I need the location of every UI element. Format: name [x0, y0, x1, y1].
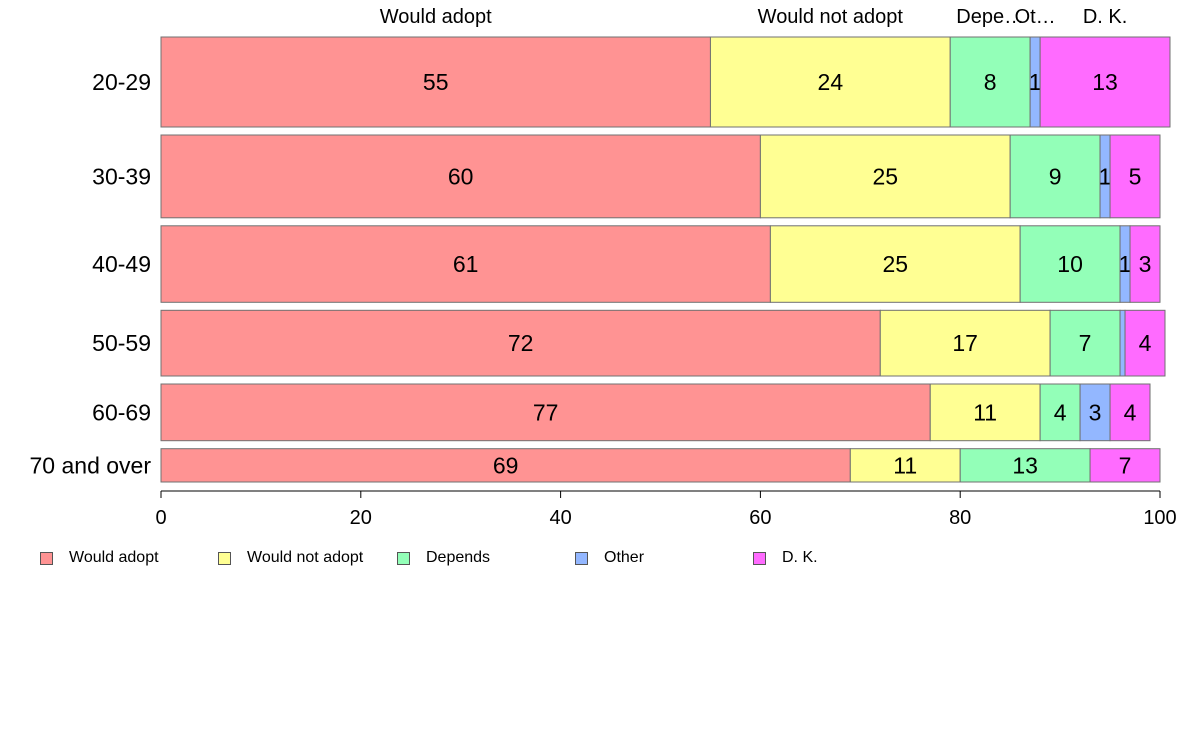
bar-70-and-over-depends — [959, 448, 1091, 483]
x-tick-label: 40 — [549, 507, 571, 529]
legend-item-other: Other — [575, 548, 644, 568]
bar-40-49-d-k — [1129, 225, 1161, 303]
data-label: 8 — [984, 69, 997, 95]
bar-50-59-depends — [1049, 309, 1121, 377]
legend-label: D. K. — [782, 549, 818, 566]
top-category-labels: Would adopt Would not adopt Depe…Ot… D. K. — [380, 6, 1128, 28]
legend-label: Depends — [426, 549, 491, 566]
x-tick-label: 20 — [350, 507, 372, 529]
top-label-other: Ot… — [1015, 6, 1056, 28]
top-label-depends: Depe… — [956, 6, 1024, 28]
data-label: 3 — [1089, 399, 1102, 425]
data-label: 17 — [952, 330, 978, 356]
legend-swatch-would-adopt — [40, 551, 53, 565]
top-label-would-not-adopt: Would not adopt — [758, 6, 904, 28]
bar-70-and-over-would-adopt — [160, 448, 851, 483]
data-label: 13 — [1012, 452, 1038, 478]
bar-50-59-would-not-adopt — [879, 309, 1051, 377]
bar-60-69-would-adopt — [160, 383, 931, 442]
data-label: 4 — [1054, 399, 1067, 425]
data-label: 7 — [1079, 330, 1092, 356]
legend-swatch-other — [575, 551, 588, 565]
row-label: 20-29 — [92, 69, 151, 95]
data-label: 11 — [893, 452, 917, 478]
data-label: 4 — [1139, 330, 1152, 356]
row-label: 30-39 — [92, 163, 151, 189]
x-tick-label: 80 — [949, 507, 971, 529]
data-label: 11 — [973, 399, 997, 425]
bar-50-59-d-k — [1124, 309, 1166, 377]
bar-40-49-would-not-adopt — [769, 225, 1021, 303]
bar-50-59-other — [1119, 309, 1126, 377]
legend-item-would-adopt: Would adopt — [40, 548, 159, 568]
x-tick-label: 60 — [749, 507, 771, 529]
bar-70-and-over-would-not-adopt — [849, 448, 961, 483]
legend-label: Would adopt — [69, 549, 159, 566]
legend-item-would-not-adopt: Would not adopt — [218, 548, 363, 568]
legend-item-depends: Depends — [397, 548, 490, 568]
bar-30-39-would-not-adopt — [759, 134, 1011, 219]
row-label: 70 and over — [30, 452, 152, 478]
data-label: 5 — [1129, 163, 1142, 189]
data-label: 3 — [1139, 251, 1152, 277]
bar-20-29-would-not-adopt — [709, 36, 951, 128]
data-label: 4 — [1124, 399, 1137, 425]
bar-60-69-would-not-adopt — [929, 383, 1041, 442]
legend-swatch-dk — [753, 551, 766, 565]
data-label: 10 — [1057, 251, 1083, 277]
data-label: 72 — [508, 330, 534, 356]
data-label: 1 — [1029, 69, 1042, 95]
top-label-d-k: D. K. — [1083, 6, 1127, 28]
data-label: 1 — [1119, 251, 1132, 277]
legend-item-dk: D. K. — [753, 548, 818, 568]
bar-30-39-d-k — [1109, 134, 1161, 219]
data-label: 60 — [448, 163, 474, 189]
bar-30-39-would-adopt — [160, 134, 761, 219]
bar-40-49-depends — [1019, 225, 1121, 303]
data-label: 69 — [493, 452, 519, 478]
legend-label: Would not adopt — [247, 549, 364, 566]
data-label: 61 — [453, 251, 479, 277]
data-label: 25 — [872, 163, 898, 189]
data-label: 55 — [423, 69, 449, 95]
x-tick-label: 100 — [1143, 507, 1176, 529]
row-label: 40-49 — [92, 251, 151, 277]
row-label: 50-59 — [92, 330, 151, 356]
legend-swatch-would-not-adopt — [218, 551, 231, 565]
top-label-would-adopt: Would adopt — [380, 6, 492, 28]
row-labels: 20-29 30-39 40-49 50-59 60-69 70 and over — [30, 69, 152, 478]
bar-60-69-depends — [1039, 383, 1081, 442]
bar-70-and-over-d-k — [1089, 448, 1161, 483]
data-label: 1 — [1099, 163, 1112, 189]
bar-50-59-would-adopt — [160, 309, 881, 377]
data-label: 25 — [882, 251, 908, 277]
row-label: 60-69 — [92, 399, 151, 425]
bar-60-69-other — [1079, 383, 1111, 442]
bar-40-49-would-adopt — [160, 225, 771, 303]
legend: Would adopt Would not adopt Depends Othe… — [0, 548, 1188, 568]
data-label: 13 — [1092, 69, 1118, 95]
x-tick-label: 0 — [155, 507, 166, 529]
bar-20-29-d-k — [1039, 36, 1171, 128]
bar-30-39-depends — [1009, 134, 1101, 219]
legend-swatch-depends — [397, 551, 410, 565]
bar-60-69-d-k — [1109, 383, 1151, 442]
x-axis: 0 20 40 60 80 100 — [155, 490, 1177, 529]
data-label: 7 — [1119, 452, 1132, 478]
legend-label: Other — [604, 549, 645, 566]
data-label: 9 — [1049, 163, 1062, 189]
data-label: 24 — [818, 69, 844, 95]
data-label: 77 — [533, 399, 559, 425]
